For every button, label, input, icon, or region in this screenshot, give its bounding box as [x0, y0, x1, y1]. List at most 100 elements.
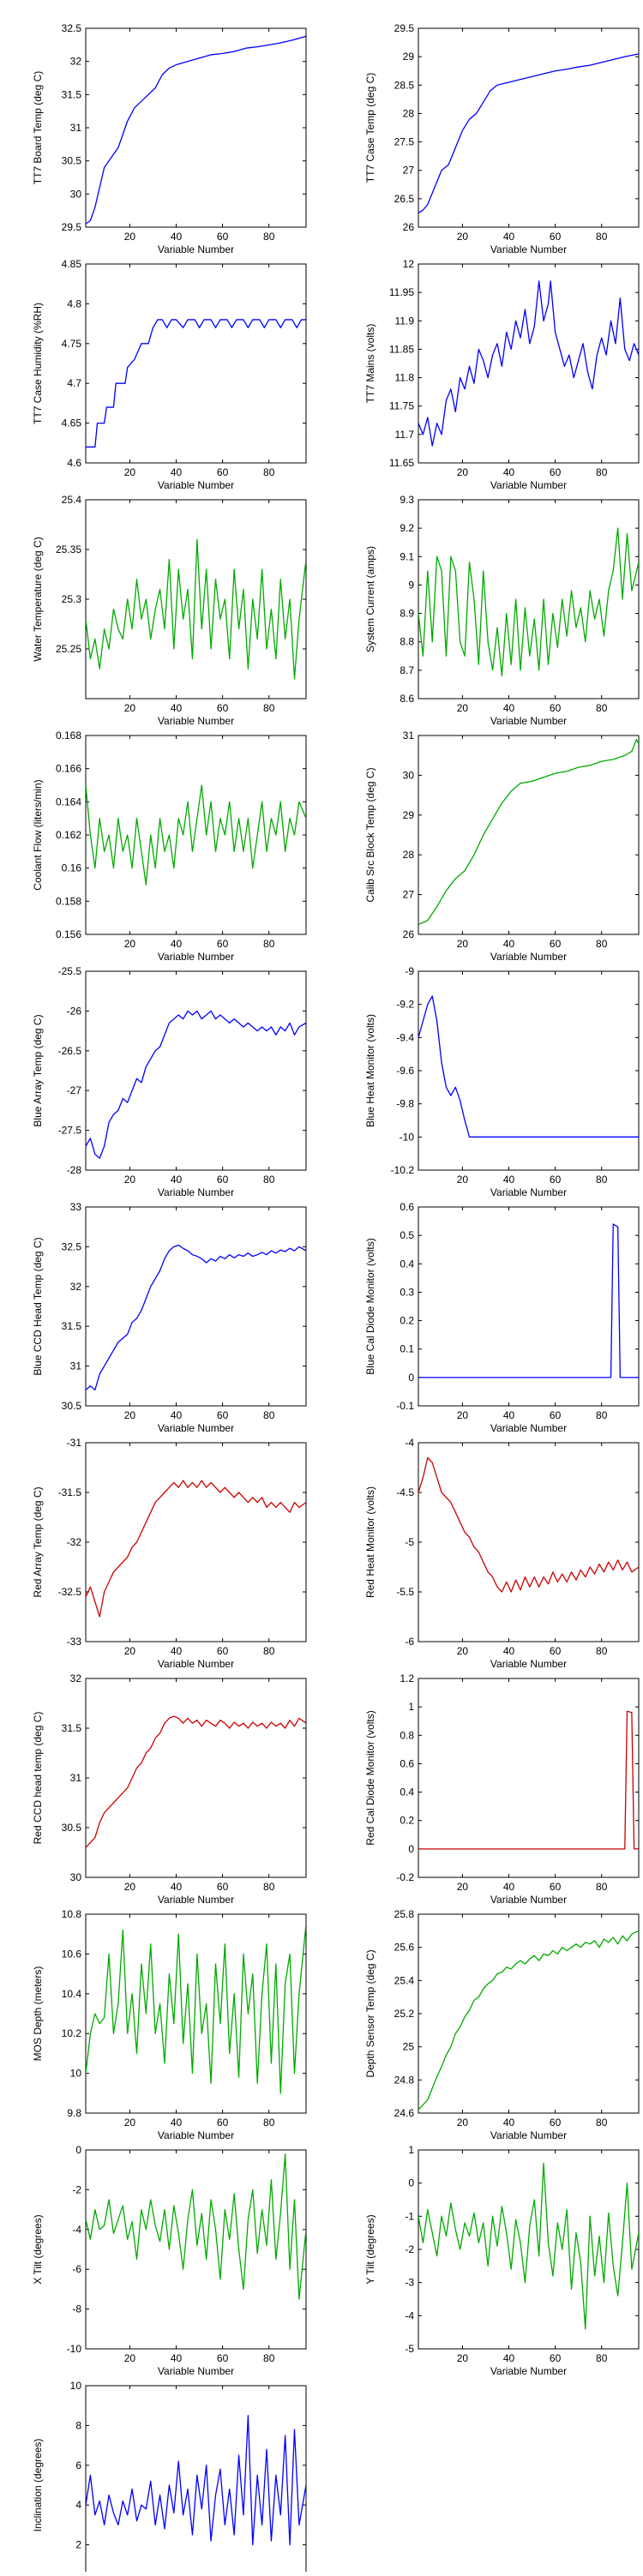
y-tick-label: 25.35 — [56, 543, 81, 555]
y-tick-label: 31.5 — [62, 1320, 82, 1332]
y-tick-label: 9.2 — [400, 522, 414, 534]
plot-area — [418, 1913, 640, 2114]
x-axis-label: Variable Number — [490, 1186, 567, 1198]
x-tick-label: 60 — [217, 1881, 229, 1893]
y-axis-label: Red Heat Monitor (volts) — [364, 1486, 376, 1598]
y-axis-label: Water Temperature (deg C) — [32, 537, 44, 661]
y-tick-label: 0.166 — [56, 763, 81, 775]
y-tick-label: 11.95 — [389, 286, 414, 298]
y-tick-label: -26.5 — [58, 1045, 82, 1057]
series-line-1 — [418, 1710, 639, 1850]
y-tick-label: -4 — [72, 2224, 81, 2236]
series-line-1 — [418, 1456, 639, 1593]
y-tick-label: 25.3 — [62, 593, 82, 605]
x-axis-label: Variable Number — [490, 1894, 567, 1906]
y-tick-label: -10.2 — [391, 1164, 415, 1176]
series-line-1 — [418, 53, 639, 213]
y-tick-label: 8.8 — [400, 636, 414, 648]
series-line-1 — [86, 538, 306, 680]
chart-16: 20 40 60 80 -0.2 0 0.2 0.4 0.6 0.8 1 1.2 Variable Nu… — [364, 1672, 640, 1906]
x-tick-label: 40 — [171, 938, 183, 950]
y-tick-label: 25.4 — [394, 1974, 415, 1986]
series-line-1 — [418, 280, 639, 447]
series-line-1 — [86, 1480, 306, 1618]
x-tick-label: 80 — [596, 1409, 608, 1421]
y-tick-label: 30 — [70, 188, 82, 200]
y-tick-label: 31.5 — [62, 1722, 82, 1734]
x-tick-label: 80 — [263, 2352, 275, 2364]
plot-area — [418, 27, 640, 228]
chart-4: 20 40 60 80 11.65 11.7 11.75 11.8 11.85 11.9 11.95… — [364, 258, 640, 491]
y-tick-label: 29 — [403, 51, 415, 63]
plot-area — [85, 2149, 307, 2350]
y-tick-label: 6 — [75, 2459, 81, 2471]
x-tick-label: 80 — [263, 1881, 275, 1893]
y-tick-label: 4.75 — [62, 338, 82, 350]
plot-area — [418, 735, 640, 935]
x-tick-label: 60 — [217, 1174, 229, 1186]
plot-area — [85, 263, 307, 464]
series-line-1 — [418, 2162, 639, 2330]
chart-3: 20 40 60 80 4.6 4.65 4.7 4.75 4.8 4.85 Variable Nu… — [32, 258, 307, 491]
y-tick-label: 11.75 — [389, 400, 414, 412]
plot-area — [85, 1913, 307, 2114]
plot-area — [85, 1206, 307, 1407]
y-tick-label: 0.2 — [400, 1815, 414, 1827]
x-tick-label: 80 — [263, 702, 275, 714]
x-tick-label: 20 — [457, 466, 469, 478]
x-tick-label: 60 — [550, 1409, 562, 1421]
y-tick-label: 1 — [408, 2144, 414, 2156]
y-tick-label: 27.5 — [394, 136, 415, 148]
y-tick-label: 32 — [70, 1281, 82, 1293]
chart-19: 20 40 60 80 -10 -8 -6 -4 -2 0 Variable Number X Til… — [32, 2144, 307, 2377]
x-tick-label: 80 — [263, 938, 275, 950]
x-axis-label: Variable Number — [490, 1658, 567, 1670]
y-tick-label: 10.8 — [62, 1908, 82, 1920]
x-tick-label: 40 — [503, 1174, 515, 1186]
x-tick-label: 80 — [263, 1645, 275, 1657]
y-tick-label: 0.4 — [400, 1786, 414, 1798]
x-tick-label: 20 — [124, 231, 136, 243]
y-tick-label: -1 — [405, 2210, 414, 2222]
y-tick-label: 32 — [70, 1672, 82, 1684]
chart-21: 204060800246810Variable NumberInclinatio… — [32, 2380, 307, 2576]
y-tick-label: 0.6 — [400, 1757, 414, 1769]
y-tick-label: -6 — [72, 2263, 81, 2275]
y-axis-label: Y Tilt (degrees) — [364, 2214, 376, 2284]
x-tick-label: 40 — [503, 938, 515, 950]
series-line-1 — [418, 527, 639, 677]
y-tick-label: 11.65 — [389, 457, 414, 469]
chart-13: 20 40 60 80 -33 -32.5 -32 -31.5 -31 Variable Numb… — [32, 1437, 307, 1670]
chart-11: 20 40 60 80 30.5 31 31.5 32 32.5 33 Variable Numbe… — [32, 1201, 307, 1434]
x-tick-label: 80 — [263, 2117, 275, 2129]
chart-17: 20 40 60 80 9.8 10 10.2 10.4 10.6 10.8 Variable Nu… — [32, 1908, 307, 2141]
y-tick-label: 30.5 — [62, 1400, 82, 1412]
y-tick-label: 0 — [75, 2144, 81, 2156]
y-axis-label: MOS Depth (meters) — [32, 1967, 44, 2062]
series-line-1 — [418, 738, 639, 925]
chart-12: 20 40 60 80 -0.1 0 0.1 0.2 0.3 0.4 0.5 0.6 Variable … — [364, 1201, 640, 1434]
x-axis-label: Variable Number — [490, 2129, 567, 2141]
y-tick-label: -10 — [400, 1131, 415, 1143]
x-axis-label: Variable Number — [490, 1422, 567, 1434]
plot-area — [85, 1678, 307, 1878]
y-tick-label: 30.5 — [62, 1822, 82, 1834]
y-tick-label: 24.6 — [394, 2107, 415, 2119]
y-tick-label: -9.2 — [396, 999, 414, 1011]
x-tick-label: 20 — [457, 938, 469, 950]
y-tick-label: 12 — [403, 258, 415, 270]
y-tick-label: 25.4 — [62, 494, 82, 506]
x-tick-label: 60 — [217, 1409, 229, 1421]
chart-8: 20 40 60 80 26 27 28 29 30 31 Variable Number Calib… — [364, 730, 640, 963]
y-tick-label: 31 — [70, 1772, 82, 1784]
y-tick-label: 25.25 — [56, 643, 81, 655]
y-tick-label: -33 — [67, 1636, 82, 1648]
x-axis-label: Variable Number — [158, 1422, 234, 1434]
x-tick-label: 40 — [171, 1409, 183, 1421]
chart-10: 20 40 60 80 -10.2 -10 -9.8 -9.6 -9.4 -9.2 -9 Variab… — [364, 965, 640, 1198]
x-tick-label: 20 — [457, 1174, 469, 1186]
chart-2: 20 40 60 80 26 26.5 27 27.5 28 28.5 29 29.5 Variable… — [364, 22, 640, 255]
y-tick-label: 25.8 — [394, 1908, 415, 1920]
